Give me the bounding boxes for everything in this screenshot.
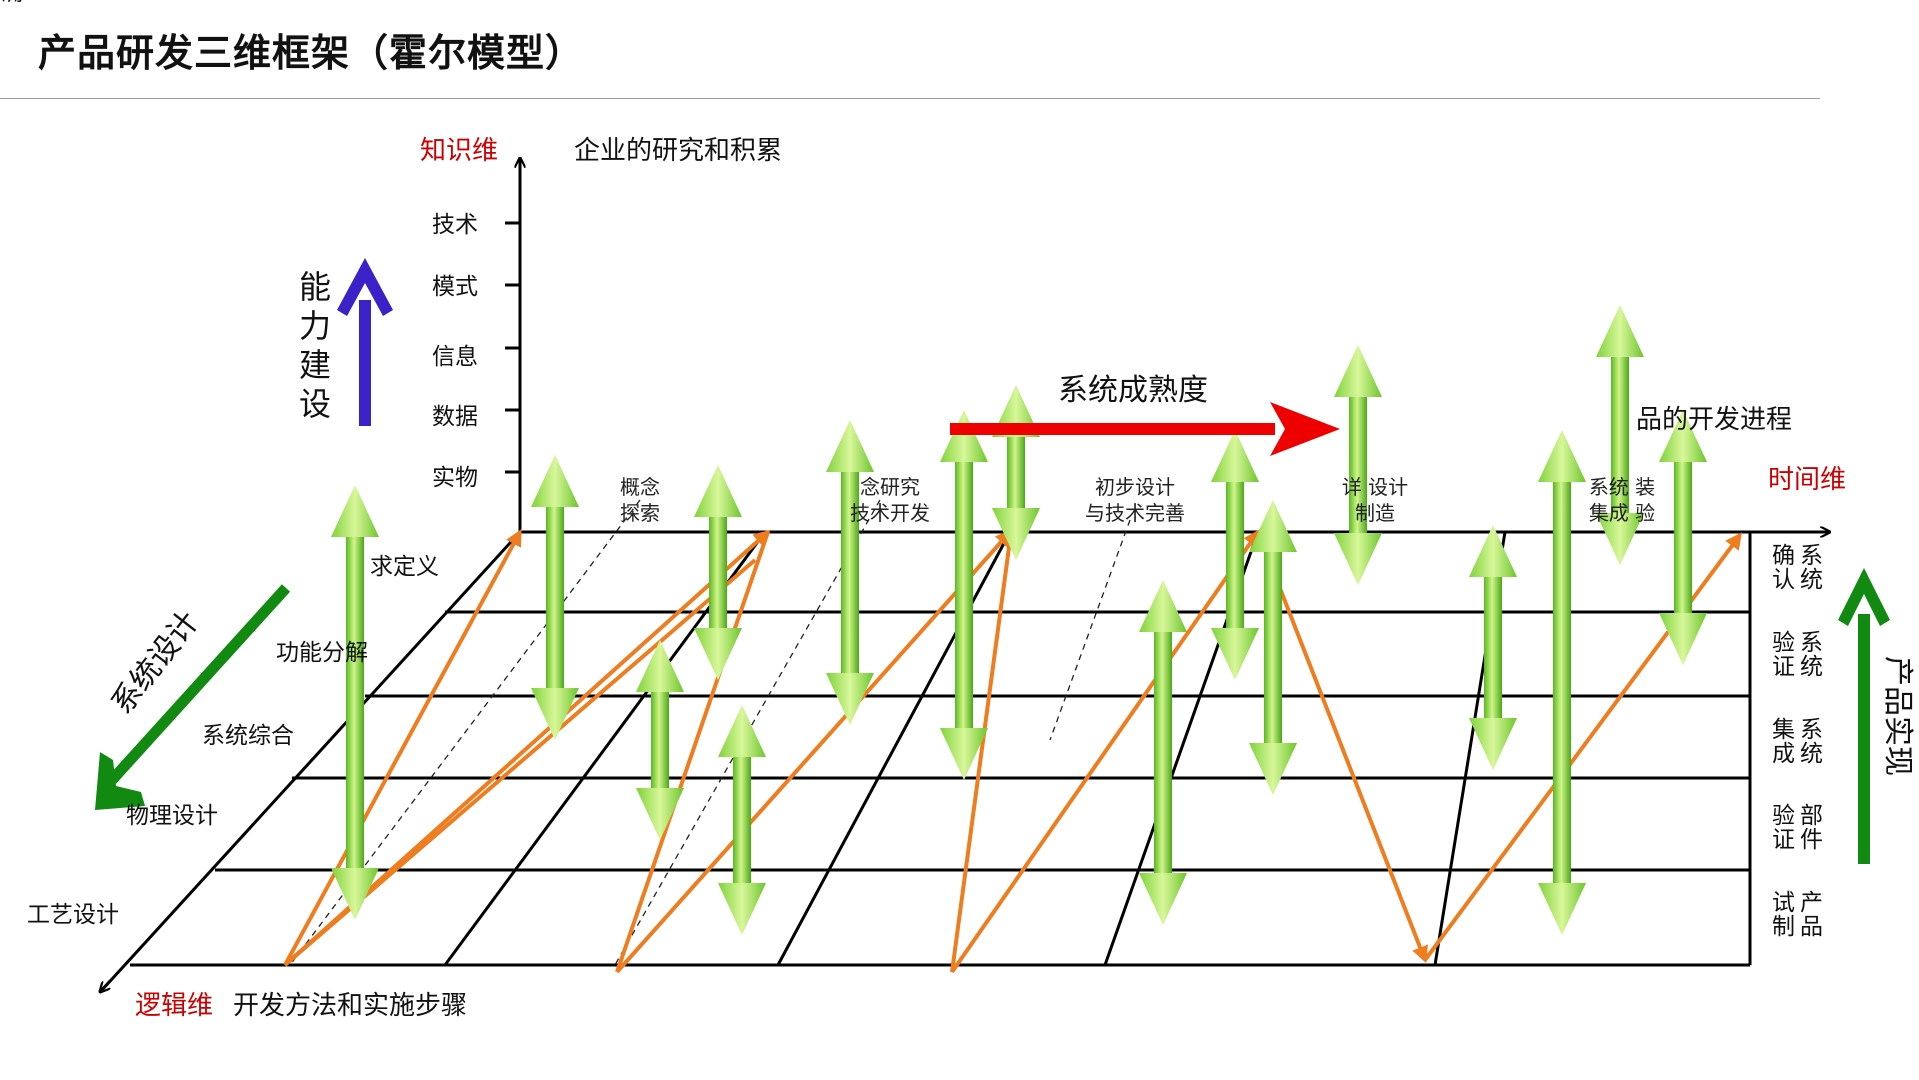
stage-char: 件 (1800, 827, 1823, 853)
logic-rows: 求定义 功能分解 系统综合 物理设计 工艺设计 (27, 554, 439, 928)
green-double-arrow (1249, 500, 1297, 795)
knowledge-level: 信息 (432, 344, 478, 370)
orange-process-paths (283, 529, 1743, 974)
stage-char: 认 (1772, 567, 1795, 593)
logic-axis-line (100, 530, 522, 992)
green-double-arrow (940, 410, 988, 780)
realization-stages: 确 (0, 0, 23, 6)
orange-path-8 (1423, 532, 1743, 962)
system-design-label: 系统设计 (105, 605, 206, 721)
stage-char: 统 (1800, 567, 1823, 593)
knowledge-axis-description: 企业的研究和积累 (574, 136, 782, 166)
up-arrow-icon (337, 258, 393, 426)
green-double-arrow (1211, 430, 1259, 680)
knowledge-level: 模式 (432, 274, 478, 300)
phase-label: 与技术完善 (1085, 501, 1185, 525)
stage-char: 验 (1772, 803, 1795, 829)
orange-path-6 (950, 529, 1260, 974)
capability-char: 建 (299, 346, 331, 384)
time-axis-description: 品的开发进程 (1636, 405, 1792, 435)
phase-label: 初步设计 (1095, 475, 1175, 499)
green-double-arrow (531, 455, 579, 740)
capability-char: 设 (299, 385, 331, 423)
stage-char: 产 (1800, 890, 1823, 916)
stage-char: 试 (1772, 890, 1795, 916)
green-double-arrow (718, 705, 766, 935)
logic-row-label: 物理设计 (126, 803, 218, 829)
product-realization-label: 产品实现 (1880, 656, 1915, 776)
product-realization-arrow (1838, 568, 1890, 864)
green-double-arrow (1139, 580, 1187, 925)
phase-label: 探索 (620, 501, 660, 525)
stage-char: 统 (1800, 741, 1823, 767)
green-double-arrow (1469, 525, 1517, 770)
logic-row-label: 工艺设计 (27, 902, 119, 928)
maturity-label: 系统成熟度 (1058, 373, 1208, 408)
phase-label: 概念 (620, 475, 660, 499)
green-double-arrows (331, 305, 1707, 935)
stage-char: 集 (1772, 717, 1795, 743)
phase-label: 念研究 (860, 475, 920, 499)
stage-label: 确 (0, 0, 23, 6)
knowledge-level: 实物 (432, 465, 478, 491)
green-double-arrow (1538, 430, 1586, 935)
green-double-arrow (1334, 345, 1382, 585)
phase-label: 集成 验 (1589, 501, 1655, 525)
phase-label: 制造 (1355, 501, 1395, 525)
logic-axis-description: 开发方法和实施步骤 (233, 991, 467, 1021)
green-double-arrow (331, 485, 379, 920)
stage-char: 证 (1772, 827, 1795, 853)
time-axis-name: 时间维 (1768, 465, 1846, 495)
orange-path-7 (1256, 531, 1428, 964)
title-divider (0, 98, 1820, 99)
phase-label: 系统 装 (1589, 475, 1655, 499)
time-phases: 概念 探索 念研究 技术开发 初步设计 与技术完善 详 设计 制造 系统 装 集… (620, 475, 1655, 525)
logic-axis-arrowhead (100, 979, 112, 992)
maturity-arrow (950, 402, 1340, 456)
stage-char: 部 (1800, 803, 1823, 829)
knowledge-level: 数据 (432, 404, 478, 430)
phase-label: 技术开发 (850, 501, 930, 525)
stage-char: 系 (1800, 630, 1823, 656)
green-double-arrow (1596, 305, 1644, 565)
green-double-arrow (992, 385, 1040, 560)
green-double-arrow (826, 420, 874, 725)
phase-label: 详 设计 (1342, 475, 1408, 499)
knowledge-levels: 技术 模式 信息 数据 实物 (432, 212, 478, 491)
logic-row-label: 系统综合 (202, 723, 294, 749)
logic-row-label: 求定义 (370, 554, 439, 580)
stage-char: 确 (1772, 543, 1795, 569)
stage-char: 系 (1800, 543, 1823, 569)
page-title: 产品研发三维框架（霍尔模型） (38, 31, 585, 75)
stage-char: 证 (1772, 654, 1795, 680)
stage-char: 品 (1800, 914, 1823, 940)
green-double-arrow (694, 465, 742, 680)
capability-label: 能 力 建 设 (299, 268, 331, 423)
capability-char: 能 (299, 268, 331, 306)
orange-path-1 (283, 529, 522, 966)
orange-path-5 (950, 539, 1012, 973)
logic-axis-name: 逻辑维 (135, 991, 213, 1021)
stage-char: 制 (1772, 914, 1795, 940)
logic-row-label: 功能分解 (276, 640, 368, 666)
capability-char: 力 (299, 307, 331, 345)
system-design-arrow (95, 584, 291, 810)
stage-char: 系 (1800, 717, 1823, 743)
orange-path-4 (615, 529, 1013, 974)
green-double-arrow (1659, 410, 1707, 665)
green-double-arrow (636, 640, 684, 840)
orange-path-3 (615, 531, 770, 973)
stage-char: 成 (1772, 741, 1795, 767)
stage-char: 验 (1772, 630, 1795, 656)
knowledge-axis-name: 知识维 (420, 136, 498, 166)
stage-char: 统 (1800, 654, 1823, 680)
knowledge-level: 技术 (432, 212, 478, 238)
